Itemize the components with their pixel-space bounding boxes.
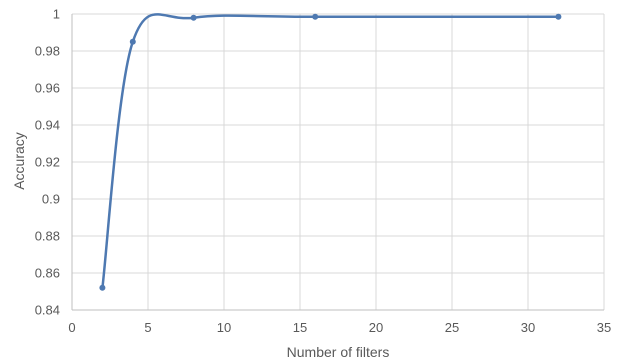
x-tick-label: 10 [217,320,231,335]
y-tick-label: 1 [53,7,60,22]
data-point [129,38,136,45]
x-tick-label: 25 [445,320,459,335]
y-tick-label: 0.86 [35,266,60,281]
y-tick-labels: 0.84 0.86 0.88 0.9 0.92 0.94 0.96 0.98 1 [35,7,60,318]
data-point [190,14,197,21]
series-line [101,13,560,290]
x-axis-title: Number of filters [287,344,390,360]
x-tick-label: 35 [597,320,611,335]
x-tick-label: 0 [68,320,75,335]
data-point [555,13,562,20]
series-group [99,13,562,291]
x-tick-label: 30 [521,320,535,335]
data-point [312,13,319,20]
y-tick-label: 0.9 [42,192,60,207]
y-tick-label: 0.88 [35,229,60,244]
x-tick-label: 5 [144,320,151,335]
y-tick-label: 0.98 [35,44,60,59]
y-tick-label: 0.92 [35,155,60,170]
x-tick-label: 15 [293,320,307,335]
grid-lines [72,13,605,310]
axes [71,14,604,311]
x-tick-labels: 0 5 10 15 20 25 30 35 [68,320,611,335]
y-tick-label: 0.84 [35,303,60,318]
y-axis-title: Accuracy [11,132,27,190]
data-point [99,284,106,291]
y-tick-label: 0.94 [35,118,60,133]
x-tick-label: 20 [369,320,383,335]
y-tick-label: 0.96 [35,81,60,96]
